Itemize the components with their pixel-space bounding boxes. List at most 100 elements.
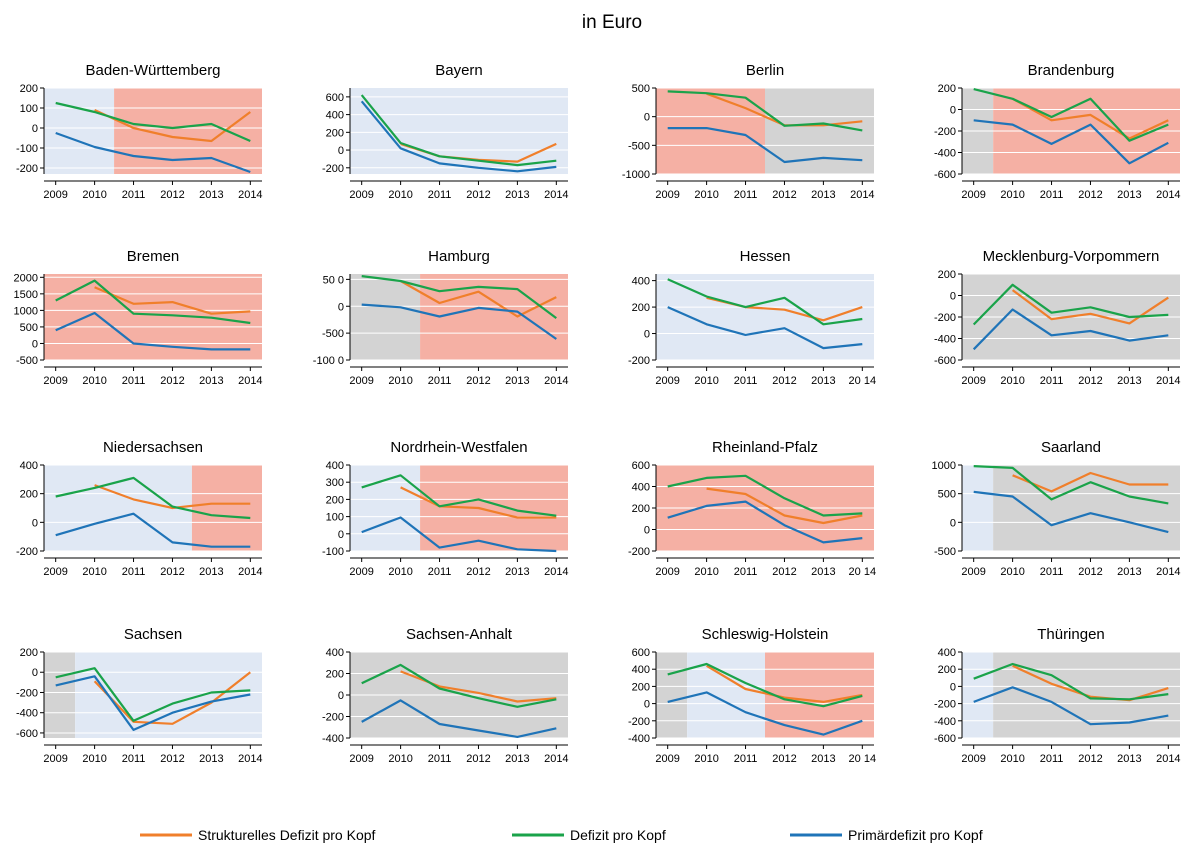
x-tick-label: 2014 — [1156, 375, 1180, 387]
y-tick-label: 0 — [32, 667, 38, 679]
x-tick-label: 2014 — [1156, 753, 1180, 765]
y-tick-label: -400 — [628, 733, 650, 745]
y-tick-label: -200 — [628, 716, 650, 728]
background-region-blue — [962, 652, 994, 738]
series-line-strukturelles-defizit-pro-kopf — [706, 664, 863, 703]
y-tick-label: 0 — [338, 690, 344, 702]
series-line-defizit-pro-kopf — [361, 663, 557, 708]
x-tick-label: 2013 — [811, 753, 835, 765]
y-tick-label: 1000 — [932, 460, 956, 472]
series-line-defizit-pro-kopf — [973, 662, 1169, 701]
series-line-defizit-pro-kopf — [55, 667, 251, 722]
x-tick-label: 2009 — [655, 375, 679, 387]
series-line-defizit-pro-kopf — [55, 279, 251, 325]
y-tick-label: -600 — [934, 355, 956, 367]
series-line-defizit-pro-kopf — [972, 283, 1169, 326]
panel-title: Schleswig-Holstein — [702, 626, 829, 643]
panel-title: Baden-Württemberg — [85, 62, 220, 79]
series-line-strukturelles-defizit-pro-kopf — [94, 286, 251, 315]
y-tick-label: 0 — [950, 105, 956, 117]
x-tick-label: 2014 — [544, 753, 568, 765]
x-tick-label: 2010 — [388, 566, 412, 578]
panel-brandenburg: Brandenburg -600 -400 -200 0 200 2009 2010 2011 2… — [934, 62, 1181, 201]
panel-sachsen-anhalt: Sachsen-Anhalt -400 -200 0 200 400 2009 2010 201… — [322, 626, 569, 765]
panel-rheinland-pfalz: Rheinland-Pfalz -200 0 200 400 600 2009 2010 201… — [628, 439, 876, 578]
x-tick-label: 2009 — [349, 375, 373, 387]
x-tick-label: 2013 — [1117, 375, 1141, 387]
y-tick-label: -200 — [934, 312, 956, 324]
series-line-prim-rdefizit-pro-kopf — [973, 686, 1169, 726]
y-tick-label: 2000 — [14, 272, 38, 284]
x-tick-label: 2012 — [1078, 189, 1102, 201]
x-tick-label: 2010 — [1000, 566, 1024, 578]
y-tick-label: -600 — [934, 733, 956, 745]
series-line-defizit-pro-kopf — [667, 474, 863, 517]
legend-item: Primärdefizit pro Kopf — [790, 827, 983, 843]
panel-title: Mecklenburg-Vorpommern — [983, 248, 1160, 265]
x-tick-label: 2013 — [199, 375, 223, 387]
y-tick-label: -200 — [16, 687, 38, 699]
x-tick-label: 2012 — [772, 375, 796, 387]
y-tick-label: 400 — [632, 664, 650, 676]
y-tick-label: -200 — [322, 163, 344, 175]
series-line-prim-rdefizit-pro-kopf — [55, 512, 251, 548]
x-tick-label: 2012 — [772, 566, 796, 578]
legend-label: Strukturelles Defizit pro Kopf — [198, 827, 376, 843]
x-tick-label: 2014 — [544, 566, 568, 578]
x-tick-label: 2013 — [505, 189, 529, 201]
x-tick-label: 2012 — [160, 375, 184, 387]
series-line-prim-rdefizit-pro-kopf — [667, 306, 863, 350]
y-tick-label: 200 — [632, 503, 650, 515]
panel-title: Hessen — [740, 248, 791, 265]
y-tick-label: 200 — [20, 489, 38, 501]
y-tick-label: 0 — [32, 123, 38, 135]
x-tick-label: 2012 — [1078, 753, 1102, 765]
series-line-prim-rdefizit-pro-kopf — [361, 699, 557, 738]
x-tick-label: 2010 — [82, 375, 106, 387]
x-tick-label: 2014 — [1156, 566, 1180, 578]
x-tick-label: 2013 — [505, 375, 529, 387]
legend: Strukturelles Defizit pro Kopf Defizit pr… — [140, 827, 983, 843]
y-tick-label: 400 — [20, 460, 38, 472]
y-tick-label: 400 — [632, 482, 650, 494]
x-tick-label: 2011 — [428, 375, 452, 387]
series-line-prim-rdefizit-pro-kopf — [361, 303, 557, 340]
panel-hamburg: Hamburg -100 0 -500 0 50 0 2009 2010 2011 2012 20… — [313, 248, 569, 387]
panel-baden-w-rttemberg: Baden-Württemberg -200 -100 0 100 200 2009 2010… — [16, 62, 263, 201]
panel-nordrhein-westfalen: Nordrhein-Westfalen -100 0 100 200 300 400 2009… — [322, 439, 569, 578]
y-tick-label: -400 — [934, 334, 956, 346]
panel-bremen: Bremen -500 0 500 1000 1500 2000 2009 2010 2011 20… — [14, 248, 263, 387]
x-tick-label: 2011 — [428, 566, 452, 578]
x-tick-label: 2012 — [160, 753, 184, 765]
x-tick-label: 2013 — [811, 566, 835, 578]
y-tick-label: -200 — [628, 546, 650, 558]
x-tick-label: 2009 — [961, 566, 985, 578]
x-tick-label: 2014 — [238, 375, 262, 387]
x-tick-label: 20 14 — [849, 753, 877, 765]
y-tick-label: 0 — [950, 681, 956, 693]
series-line-defizit-pro-kopf — [973, 88, 1169, 142]
x-tick-label: 2009 — [349, 753, 373, 765]
y-tick-label: 1500 — [14, 289, 38, 301]
y-tick-label: -400 — [934, 148, 956, 160]
series-line-prim-rdefizit-pro-kopf — [667, 500, 863, 544]
y-tick-label: 200 — [326, 127, 344, 139]
y-tick-label: 200 — [938, 664, 956, 676]
y-tick-label: -200 — [16, 546, 38, 558]
x-tick-label: 2012 — [1078, 566, 1102, 578]
x-tick-label: 2011 — [122, 375, 146, 387]
y-tick-label: -100 — [322, 546, 344, 558]
x-tick-label: 2010 — [1000, 189, 1024, 201]
y-tick-label: 400 — [326, 647, 344, 659]
legend-item: Strukturelles Defizit pro Kopf — [140, 827, 376, 843]
series-line-defizit-pro-kopf — [55, 101, 251, 143]
series-line-prim-rdefizit-pro-kopf — [55, 311, 251, 351]
x-tick-label: 2010 — [82, 753, 106, 765]
y-tick-label: 300 — [326, 477, 344, 489]
panel-bayern: Bayern -200 0 200 400 600 2009 2010 2011 2012 2013… — [322, 62, 569, 201]
x-tick-label: 2014 — [544, 189, 568, 201]
x-tick-label: 2010 — [1000, 753, 1024, 765]
series-line-prim-rdefizit-pro-kopf — [55, 131, 251, 174]
series-line-strukturelles-defizit-pro-kopf — [400, 280, 557, 318]
